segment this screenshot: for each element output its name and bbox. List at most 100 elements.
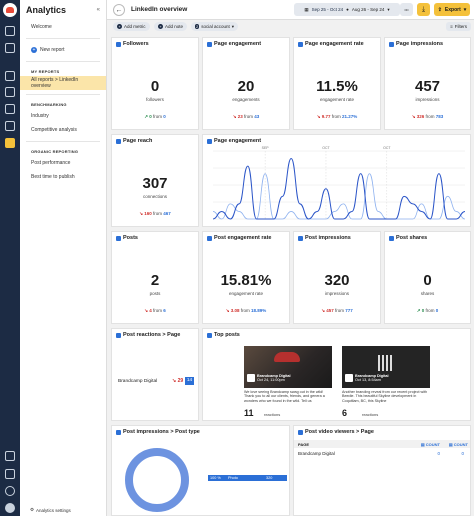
post-impressions-value: 320 xyxy=(324,272,350,289)
linkedin-icon xyxy=(116,138,121,144)
reactions-delta: ↘ 29 xyxy=(172,378,184,384)
top-post-1[interactable]: Brandcamp Digital Oct 24, 11:00pm We love… xyxy=(244,346,332,418)
post-type-card: Post impressions > Post type 100 % Photo… xyxy=(111,425,290,516)
download-button[interactable]: ⤓ xyxy=(417,3,430,16)
video-viewers-table: PAGE ▤ COUNT ▤ COUNT Brandcamp Digital 0… xyxy=(294,440,470,458)
chevron-down-icon: ▾ xyxy=(231,23,235,29)
export-button[interactable]: ⇪ Export ▾ xyxy=(434,3,470,16)
arrow-down-icon: ↘ xyxy=(232,114,237,119)
linkedin-icon xyxy=(116,41,121,47)
donut-slice-0 xyxy=(125,448,189,512)
linkedin-icon xyxy=(389,41,394,47)
page-engagement-value: 20 xyxy=(237,78,255,95)
sidebar-item-post-performance[interactable]: Post performance xyxy=(31,160,71,166)
organic-heading: ORGANIC REPORTING xyxy=(31,148,79,154)
posts-card: Posts 2 posts ↘ 4 from 6 xyxy=(111,231,199,324)
linkedin-icon xyxy=(207,41,212,47)
page-impressions-card: Page impressions 457 impressions ↘ 326 f… xyxy=(384,37,471,130)
apps-icon[interactable] xyxy=(5,451,15,461)
collapse-icon[interactable]: « xyxy=(96,7,100,13)
back-button[interactable]: ← xyxy=(113,4,125,16)
linkedin-icon xyxy=(116,332,121,338)
arrow-left-icon: ← xyxy=(115,6,123,14)
post-shares-value: 0 xyxy=(423,272,432,289)
linkedin-icon xyxy=(207,235,212,241)
social-account-selector[interactable]: 2 social account ▾ xyxy=(191,22,239,31)
help-icon[interactable] xyxy=(5,486,15,496)
arrow-down-icon: ↘ xyxy=(139,211,143,216)
arrow-up-icon: ↗ xyxy=(144,114,148,119)
sidebar-item-welcome[interactable]: Welcome xyxy=(31,24,52,30)
reactions-value: 14 xyxy=(185,377,194,385)
download-icon: ⤓ xyxy=(421,5,426,13)
post-impressions-card: Post impressions 320 impressions ↘ 457 f… xyxy=(293,231,381,324)
followers-comparison: ↗ 0 from 0 xyxy=(144,114,166,119)
analytics-icon[interactable] xyxy=(5,138,15,148)
arrow-up-icon: ↗ xyxy=(416,308,421,313)
filter-icon: ≡ xyxy=(450,24,453,29)
compare-dot-icon: ● xyxy=(346,7,349,12)
series-line-0 xyxy=(212,158,466,220)
page-engagement-rate-card: Page engagement rate 11.5% engagement ra… xyxy=(293,37,381,130)
post-engagement-rate-value: 15.81% xyxy=(220,272,272,289)
analytics-sidebar: Analytics « Welcome + New report MY REPOR… xyxy=(20,0,107,516)
sidebar-item-competitive[interactable]: Competitive analysis xyxy=(31,127,77,133)
sidebar-item-linkedin-overview[interactable]: All reports > LinkedIn overview xyxy=(20,76,106,90)
x-tick-label: OCT xyxy=(322,146,330,150)
page-reach-card: Page reach 307 connections ↘ 160 from 46… xyxy=(111,134,199,227)
linkedin-icon xyxy=(116,429,121,435)
chevron-down-icon: ▾ xyxy=(463,6,467,13)
avatar[interactable] xyxy=(5,503,15,513)
followers-card: Followers 0 followers ↗ 0 from 0 xyxy=(111,37,199,130)
page-engagement-rate-value: 11.5% xyxy=(316,78,358,95)
streams-icon[interactable] xyxy=(5,71,15,81)
linkedin-icon xyxy=(389,235,394,241)
export-icon: ⇪ xyxy=(437,6,442,13)
linkedin-icon xyxy=(298,41,303,47)
x-tick-label: OCT xyxy=(383,146,391,150)
count2-column-header[interactable]: ▤ COUNT xyxy=(448,441,468,447)
megaphone-icon[interactable] xyxy=(5,121,15,131)
page-impressions-value: 457 xyxy=(414,78,441,95)
top-bar: ← LinkedIn overview ▦ Sep 25 - Oct 24 ● … xyxy=(107,0,474,20)
inbox-icon[interactable] xyxy=(5,104,15,114)
date-range-picker[interactable]: ▦ Sep 25 - Oct 24 ● Aug 26 - Sep 24 ▾ xyxy=(294,3,400,16)
new-report-button[interactable]: + New report xyxy=(31,47,65,53)
count-column-header[interactable]: ▤ COUNT xyxy=(420,441,440,447)
add-metric-button[interactable]: + Add metric xyxy=(113,22,150,31)
benchmarking-heading: BENCHMARKING xyxy=(31,101,67,107)
compose-icon[interactable] xyxy=(5,26,15,36)
more-options-button[interactable]: ••• xyxy=(400,3,413,16)
post-reactions-card: Post reactions > Page Brandcamp Digital … xyxy=(111,328,199,421)
table-row: Brandcamp Digital 0 0 xyxy=(298,450,464,456)
sidebar-item-industry[interactable]: Industry xyxy=(31,113,49,119)
logo-icon[interactable] xyxy=(3,3,17,17)
grid-icon[interactable] xyxy=(5,87,15,97)
followers-value: 0 xyxy=(150,78,160,95)
post-engagement-rate-card: Post engagement rate 15.81% engagement r… xyxy=(202,231,290,324)
skyline-logo-shape xyxy=(378,355,394,371)
arrow-down-icon: ↘ xyxy=(144,308,148,313)
analytics-settings-link[interactable]: ⚙ Analytics settings xyxy=(30,507,71,513)
arrow-down-icon: ↘ xyxy=(316,114,321,119)
linkedin-icon xyxy=(298,429,303,435)
sidebar-item-best-time[interactable]: Best time to publish xyxy=(31,174,75,180)
top-post-2[interactable]: Brandcamp Digital Oct 13, 8:54am Another … xyxy=(342,346,430,418)
post-shares-card: Post shares 0 shares ↗ 0 from 0 xyxy=(384,231,471,324)
app-rail xyxy=(0,0,20,516)
bar-chart-icon: ▤ xyxy=(420,441,425,447)
arrow-down-icon: ↘ xyxy=(321,308,325,313)
arrow-down-icon: ↘ xyxy=(172,378,177,384)
add-note-button[interactable]: + Add note xyxy=(154,22,188,31)
page-reach-value: 307 xyxy=(142,175,168,192)
linkedin-icon xyxy=(298,235,303,241)
linkedin-icon xyxy=(116,235,121,241)
filters-button[interactable]: ≡ Filters xyxy=(446,22,471,31)
brand-logo-icon xyxy=(345,374,353,382)
bell-icon[interactable] xyxy=(5,469,15,479)
calendar-icon: ▦ xyxy=(304,6,309,12)
calendar-icon[interactable] xyxy=(5,43,15,53)
page-engagement-chart-card: Page engagement SEP OCT OCT xyxy=(202,134,471,227)
page-engagement-line-chart: SEP OCT OCT xyxy=(212,146,466,220)
gear-icon: ⚙ xyxy=(30,507,35,512)
